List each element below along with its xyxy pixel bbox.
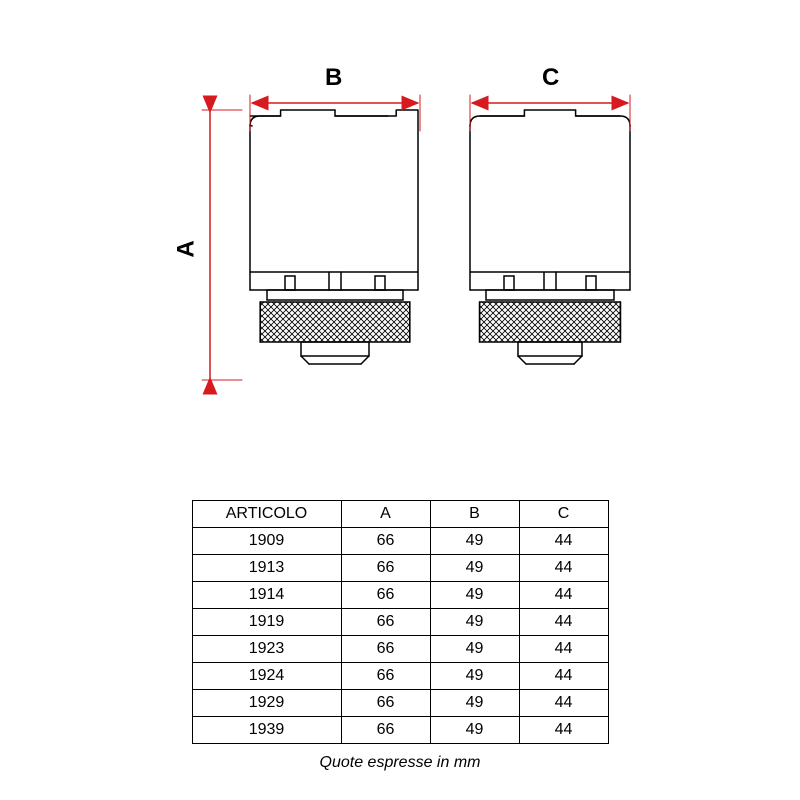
table-header: ARTICOLO xyxy=(192,501,341,528)
dim-label-b: B xyxy=(325,64,342,92)
table-row: 1909664944 xyxy=(192,528,608,555)
table-cell: 66 xyxy=(341,663,430,690)
table-cell: 49 xyxy=(430,690,519,717)
footnote: Quote espresse in mm xyxy=(192,754,609,772)
table-cell: 49 xyxy=(430,663,519,690)
technical-drawing: B C A xyxy=(100,40,700,440)
table-cell: 44 xyxy=(519,717,608,744)
dimensions-table-area: ARTICOLOABC19096649441913664944191466494… xyxy=(192,500,609,772)
table-row: 1914664944 xyxy=(192,582,608,609)
table-cell: 49 xyxy=(430,636,519,663)
table-header: A xyxy=(341,501,430,528)
table-cell: 44 xyxy=(519,555,608,582)
table-cell: 66 xyxy=(341,717,430,744)
table-cell: 66 xyxy=(341,555,430,582)
table-row: 1919664944 xyxy=(192,609,608,636)
table-cell: 44 xyxy=(519,663,608,690)
table-cell: 49 xyxy=(430,582,519,609)
table-cell: 66 xyxy=(341,690,430,717)
table-row: 1923664944 xyxy=(192,636,608,663)
table-cell: 1923 xyxy=(192,636,341,663)
table-cell: 44 xyxy=(519,528,608,555)
table-row: 1913664944 xyxy=(192,555,608,582)
table-header: C xyxy=(519,501,608,528)
table-cell: 44 xyxy=(519,582,608,609)
table-cell: 66 xyxy=(341,528,430,555)
table-header: B xyxy=(430,501,519,528)
table-cell: 1914 xyxy=(192,582,341,609)
table-cell: 49 xyxy=(430,528,519,555)
table-cell: 44 xyxy=(519,636,608,663)
table-cell: 1929 xyxy=(192,690,341,717)
table-cell: 1939 xyxy=(192,717,341,744)
dim-label-a: A xyxy=(173,240,201,257)
table-cell: 1924 xyxy=(192,663,341,690)
table-cell: 49 xyxy=(430,555,519,582)
dim-label-c: C xyxy=(542,64,559,92)
table-cell: 49 xyxy=(430,717,519,744)
table-cell: 49 xyxy=(430,609,519,636)
table-cell: 66 xyxy=(341,609,430,636)
table-cell: 66 xyxy=(341,582,430,609)
table-cell: 66 xyxy=(341,636,430,663)
table-cell: 1913 xyxy=(192,555,341,582)
table-cell: 1919 xyxy=(192,609,341,636)
table-cell: 1909 xyxy=(192,528,341,555)
table-row: 1924664944 xyxy=(192,663,608,690)
table-row: 1939664944 xyxy=(192,717,608,744)
table-cell: 44 xyxy=(519,690,608,717)
table-cell: 44 xyxy=(519,609,608,636)
table-row: 1929664944 xyxy=(192,690,608,717)
dimensions-table: ARTICOLOABC19096649441913664944191466494… xyxy=(192,500,609,744)
